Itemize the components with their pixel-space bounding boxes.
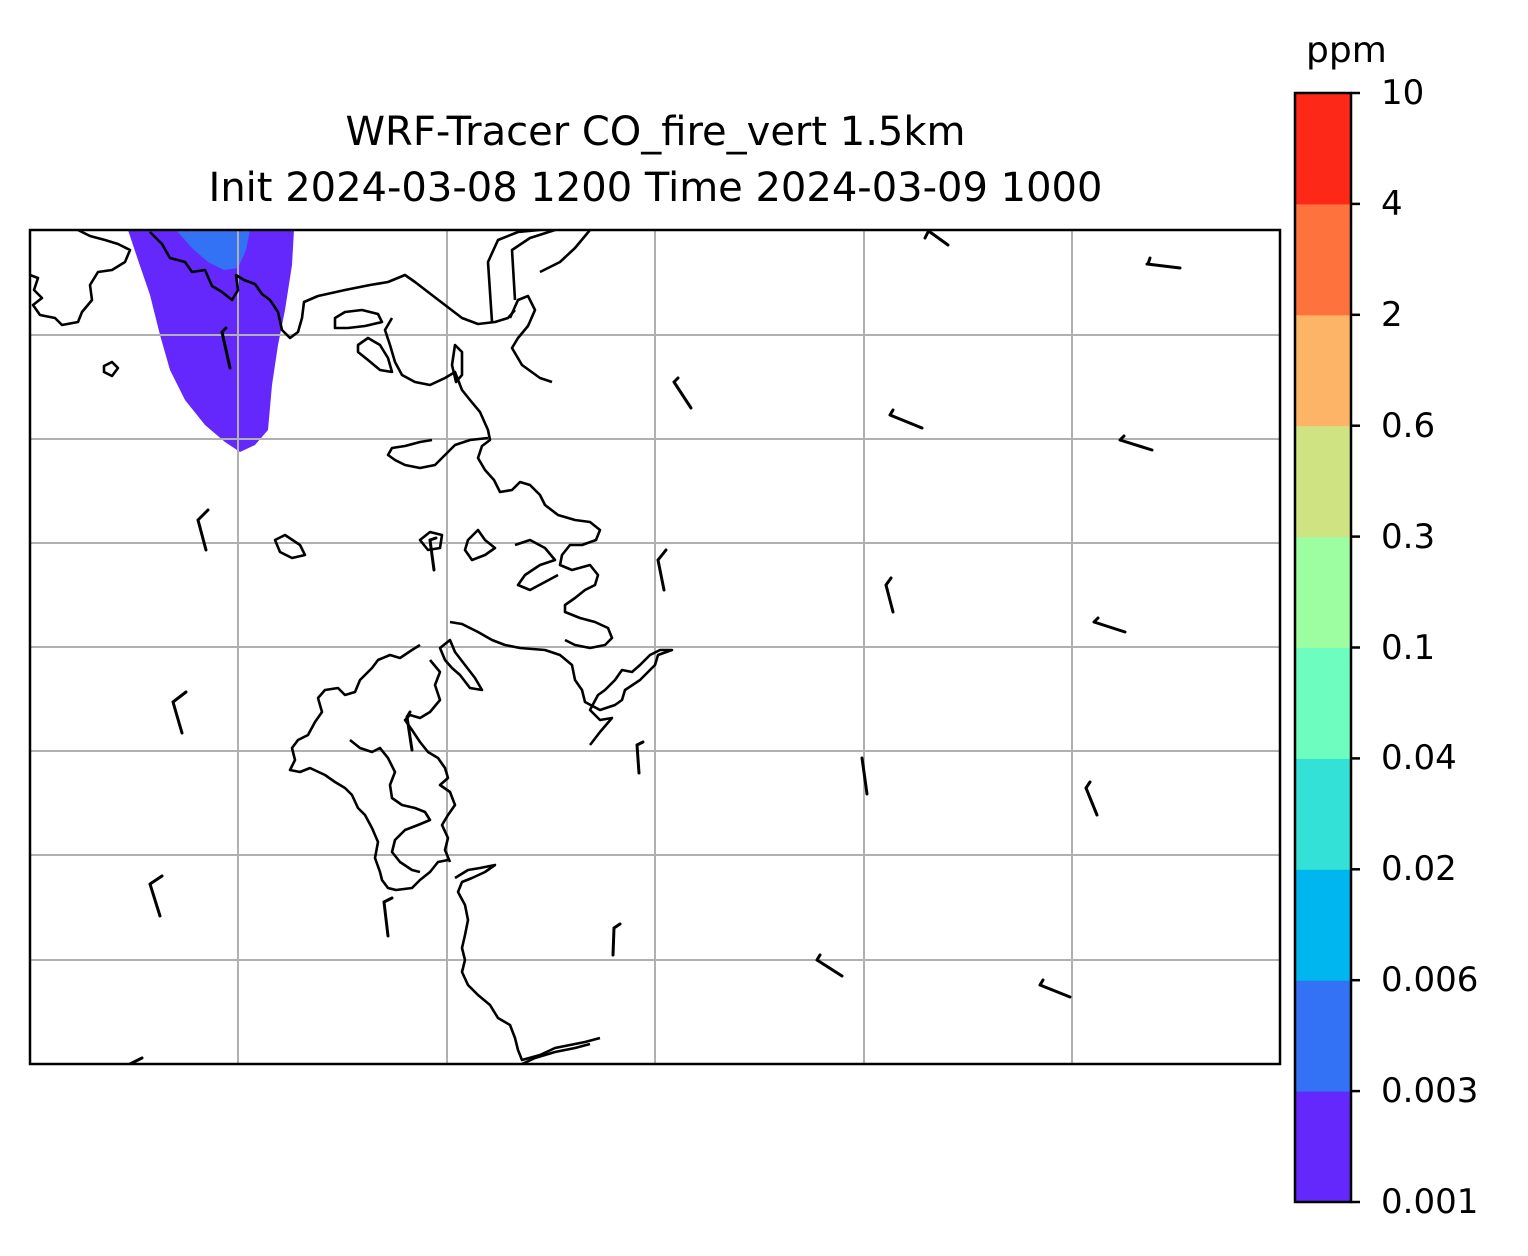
colorbar-tick-label: 4 [1381, 183, 1403, 224]
map-title-line2: Init 2024-03-08 1200 Time 2024-03-09 100… [208, 165, 1103, 211]
colorbar-tick-label: 0.006 [1381, 960, 1479, 1001]
colorbar-tick-label: 0.04 [1381, 738, 1457, 779]
colorbar-band-3 [1295, 758, 1351, 870]
colorbar-unit-label: ppm [1306, 30, 1387, 71]
map-title-line1: WRF-Tracer CO_fire_vert 1.5km [345, 109, 966, 155]
colorbar-band-5 [1295, 536, 1351, 648]
map-frame [28, 228, 1282, 1066]
colorbar-tick-label: 0.1 [1381, 627, 1436, 668]
coastlines [30, 230, 674, 1064]
colorbar-band-4 [1295, 647, 1351, 759]
colorbar-band-0 [1295, 1091, 1351, 1203]
colorbar-band-2 [1295, 869, 1351, 981]
colorbar-band-1 [1295, 980, 1351, 1092]
colorbar-tick-label: 0.6 [1381, 405, 1436, 446]
colorbar-tick-label: 2 [1381, 294, 1403, 335]
tracer-plume-outer [128, 230, 294, 452]
colorbar-tick-label: 0.3 [1381, 516, 1436, 557]
colorbar-band-8 [1295, 203, 1351, 316]
tracer-plume-inner [176, 230, 250, 270]
colorbar-tick-label: 0.001 [1381, 1182, 1479, 1222]
colorbar-band-6 [1295, 425, 1351, 538]
colorbar-tick-label: 0.02 [1381, 849, 1457, 890]
colorbar-tick-label: 0.003 [1381, 1071, 1479, 1112]
colorbar-band-7 [1295, 314, 1351, 427]
map-gridlines [30, 230, 1280, 1064]
wind-barbs [128, 230, 1182, 1064]
colorbar-band-9 [1295, 93, 1351, 205]
colorbar-tick-label: 10 [1381, 73, 1425, 113]
